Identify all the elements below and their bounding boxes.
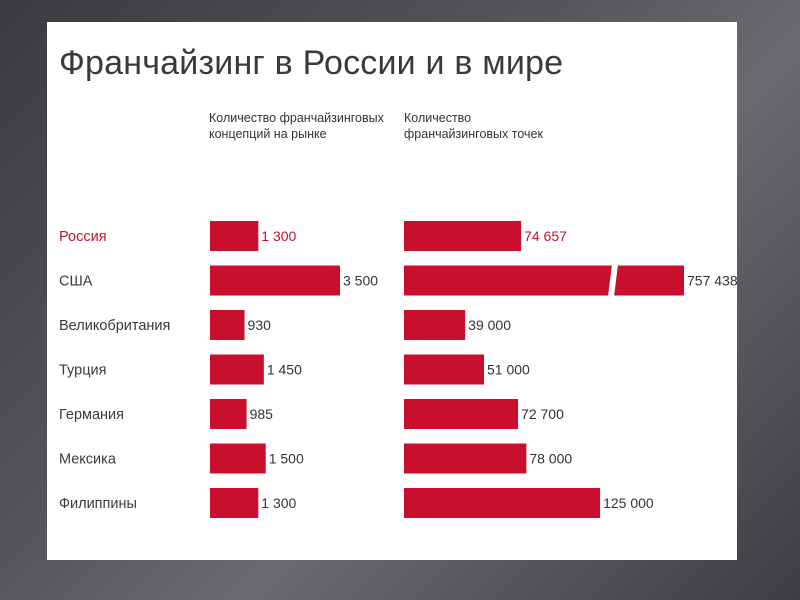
bar-outlets <box>404 354 484 385</box>
value-label-concepts: 3 500 <box>343 273 378 289</box>
bar-concepts <box>210 354 264 385</box>
bar-outlets <box>404 310 466 340</box>
bar-concepts <box>210 265 340 296</box>
slide-title: Франчайзинг в России и в мире <box>59 44 564 82</box>
value-label-outlets: 125 000 <box>603 495 654 511</box>
value-label-concepts: 985 <box>250 406 274 422</box>
category-label: Россия <box>59 229 107 245</box>
value-label-outlets: 78 000 <box>529 451 572 467</box>
column-header-outlets: Количество франчайзинговых точек <box>404 111 543 141</box>
category-label: Филиппины <box>59 496 137 512</box>
bar-concepts <box>210 488 259 518</box>
category-label: Германия <box>59 407 124 423</box>
bar-outlets <box>404 399 519 429</box>
value-label-concepts: 1 300 <box>261 228 296 244</box>
bar-chart: Россия 1 300 74 657 США 3 500 757 438 Великобр… <box>59 221 737 518</box>
bar-concepts <box>210 443 266 474</box>
bar-concepts <box>210 310 245 340</box>
slide: Франчайзинг в России и в мире Количество… <box>47 22 737 560</box>
bar-outlets <box>404 443 527 474</box>
bar-outlets <box>404 265 684 296</box>
value-label-concepts: 1 500 <box>269 451 304 467</box>
category-label: Великобритания <box>59 318 170 334</box>
category-label: Мексика <box>59 452 117 468</box>
column-header-concepts: Количество франчайзинговых концепций на … <box>209 111 384 141</box>
category-label: США <box>59 274 93 290</box>
value-label-outlets: 51 000 <box>487 362 530 378</box>
value-label-concepts: 1 450 <box>267 362 302 378</box>
bar-outlets <box>404 221 522 251</box>
value-label-outlets: 39 000 <box>468 317 511 333</box>
axis-break-mark <box>608 264 618 297</box>
value-label-concepts: 1 300 <box>261 495 296 511</box>
value-label-outlets: 74 657 <box>524 228 567 244</box>
bar-concepts <box>210 221 259 251</box>
category-label: Турция <box>59 363 106 379</box>
value-label-concepts: 930 <box>248 317 272 333</box>
bar-outlets <box>404 488 601 518</box>
value-label-outlets: 72 700 <box>521 406 564 422</box>
bar-concepts <box>210 399 247 429</box>
value-label-outlets: 757 438 <box>687 273 737 289</box>
